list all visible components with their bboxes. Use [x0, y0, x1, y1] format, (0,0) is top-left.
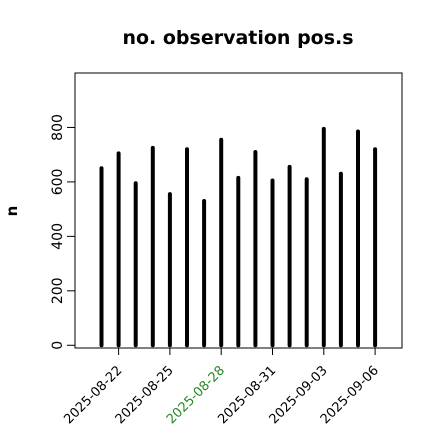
y-tick-label: 0: [50, 341, 66, 350]
y-tick-label: 200: [50, 277, 66, 304]
y-tick-label: 400: [50, 223, 66, 250]
y-tick-label: 600: [50, 169, 66, 196]
chart-title: no. observation pos.s: [122, 27, 353, 49]
bars: [99, 126, 378, 348]
x-axis: 2025-08-222025-08-252025-08-282025-08-31…: [61, 348, 382, 427]
y-tick-label: 800: [50, 114, 66, 141]
y-axis-label: n: [3, 206, 21, 217]
y-axis: 0 200 400 600 800: [50, 114, 75, 350]
plot-area-frame: [74, 72, 403, 349]
